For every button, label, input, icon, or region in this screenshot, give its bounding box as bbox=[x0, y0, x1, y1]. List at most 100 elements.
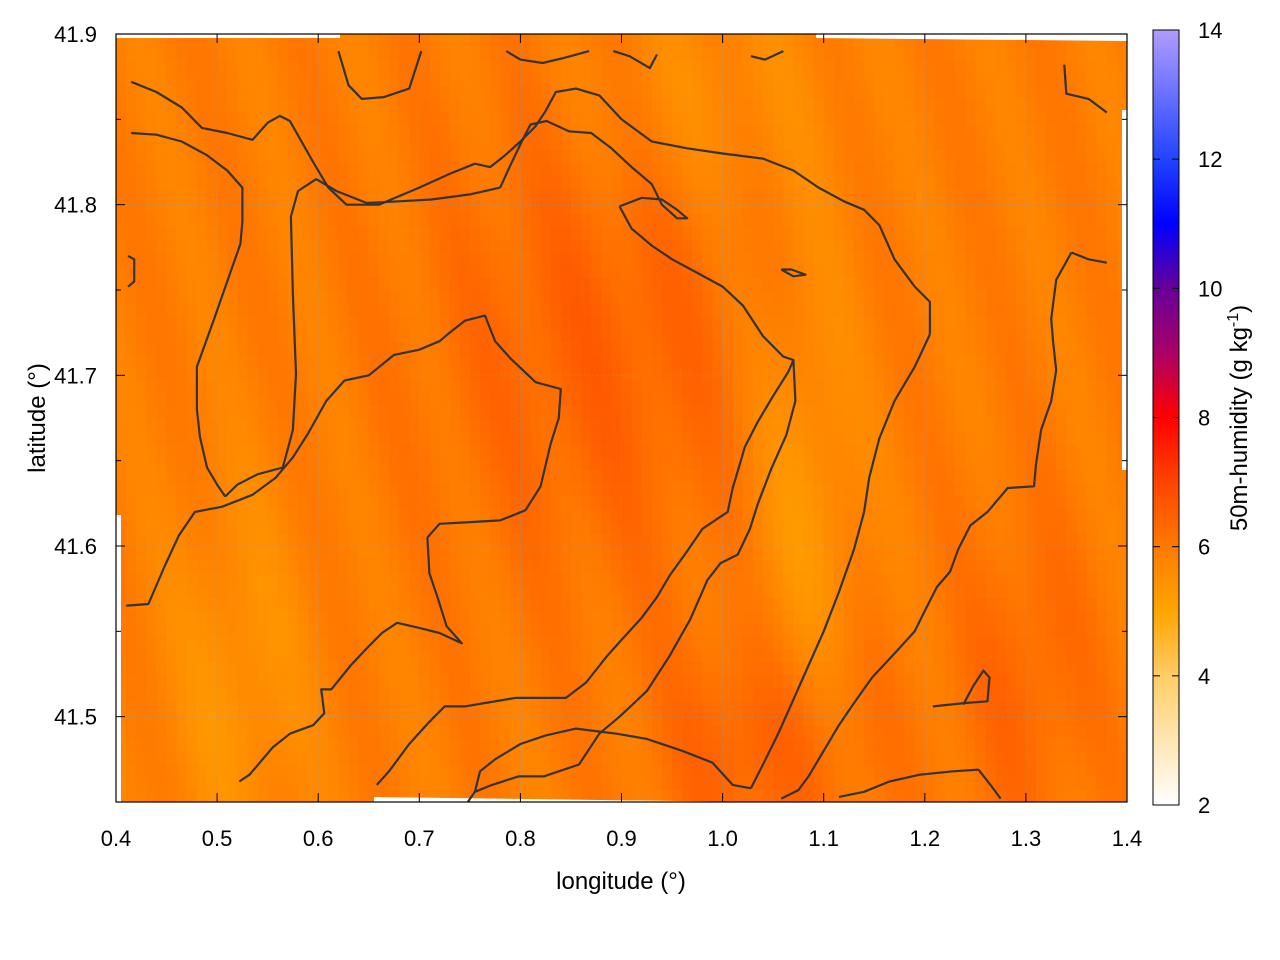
heatmap-cell bbox=[409, 699, 421, 714]
heatmap-cell bbox=[530, 290, 542, 304]
heatmap-cell bbox=[217, 392, 229, 406]
heatmap-cell bbox=[348, 610, 360, 624]
heatmap-cell bbox=[945, 85, 956, 99]
heatmap-cell bbox=[328, 46, 340, 61]
heatmap-cell bbox=[206, 264, 218, 278]
heatmap-cell bbox=[196, 610, 208, 624]
heatmap-cell bbox=[277, 98, 289, 112]
heatmap-cell bbox=[146, 174, 158, 189]
heatmap-cell bbox=[500, 482, 512, 496]
heatmap-cell bbox=[945, 482, 956, 496]
heatmap-cell bbox=[378, 162, 390, 176]
heatmap-cell bbox=[763, 418, 774, 432]
heatmap-cell bbox=[378, 610, 390, 624]
heatmap-cell bbox=[479, 98, 491, 112]
heatmap-cell bbox=[116, 597, 127, 611]
heatmap-cell bbox=[247, 571, 259, 586]
heatmap-cell bbox=[419, 648, 431, 662]
heatmap-cell bbox=[510, 302, 522, 317]
heatmap-cell bbox=[237, 494, 249, 509]
heatmap-cell bbox=[490, 34, 501, 48]
heatmap-cell bbox=[763, 622, 774, 637]
heatmap-cell bbox=[166, 482, 178, 496]
heatmap-cell bbox=[378, 546, 390, 560]
heatmap-cell bbox=[874, 725, 886, 739]
heatmap-cell bbox=[348, 443, 360, 458]
heatmap-cell bbox=[297, 763, 309, 778]
heatmap-cell bbox=[297, 546, 309, 560]
heatmap-cell bbox=[601, 226, 613, 240]
heatmap-cell bbox=[388, 571, 400, 586]
heatmap-cell bbox=[591, 520, 603, 534]
heatmap-cell bbox=[287, 213, 299, 227]
heatmap-cell bbox=[904, 674, 916, 688]
heatmap-cell bbox=[136, 123, 148, 138]
heatmap-cell bbox=[308, 750, 319, 765]
heatmap-cell bbox=[257, 520, 269, 534]
heatmap-cell bbox=[449, 546, 461, 560]
heatmap-cell bbox=[530, 776, 542, 790]
heatmap-cell bbox=[126, 648, 138, 662]
heatmap-cell bbox=[368, 162, 380, 176]
heatmap-cell bbox=[530, 750, 542, 765]
heatmap-cell bbox=[318, 366, 330, 381]
heatmap-cell bbox=[267, 290, 279, 304]
heatmap-cell bbox=[570, 354, 582, 368]
heatmap-cell bbox=[429, 635, 441, 650]
heatmap-cell bbox=[227, 430, 239, 445]
heatmap-cell bbox=[550, 456, 562, 470]
heatmap-cell bbox=[328, 520, 340, 534]
heatmap-cell bbox=[773, 251, 785, 266]
heatmap-cell bbox=[429, 725, 441, 739]
heatmap-cell bbox=[297, 85, 309, 99]
heatmap-cell bbox=[934, 418, 946, 432]
heatmap-cell bbox=[469, 72, 481, 86]
heatmap-cell bbox=[934, 379, 946, 394]
heatmap-cell bbox=[227, 507, 239, 522]
heatmap-cell bbox=[257, 789, 269, 802]
heatmap-cell bbox=[874, 507, 886, 522]
heatmap-cell bbox=[308, 162, 319, 176]
heatmap-cell bbox=[146, 699, 158, 714]
heatmap-cell bbox=[661, 405, 673, 419]
heatmap-cell bbox=[884, 110, 896, 125]
heatmap-cell bbox=[803, 546, 815, 560]
heatmap-cell bbox=[156, 110, 168, 125]
heatmap-cell bbox=[156, 277, 168, 291]
heatmap-cell bbox=[166, 418, 178, 432]
heatmap-cell bbox=[722, 136, 734, 150]
heatmap-cell bbox=[813, 456, 825, 470]
heatmap-cell bbox=[126, 456, 138, 470]
heatmap-cell bbox=[409, 354, 421, 368]
heatmap-cell bbox=[196, 712, 208, 726]
heatmap-cell bbox=[540, 610, 552, 624]
heatmap-cell bbox=[581, 648, 592, 662]
heatmap-cell bbox=[257, 264, 269, 278]
heatmap-cell bbox=[368, 251, 380, 266]
heatmap-cell bbox=[702, 290, 714, 304]
heatmap-cell bbox=[338, 123, 350, 138]
heatmap-cell bbox=[520, 571, 532, 586]
heatmap-cell bbox=[237, 123, 249, 138]
heatmap-cell bbox=[621, 379, 633, 394]
heatmap-cell bbox=[146, 763, 158, 778]
heatmap-cell bbox=[570, 648, 582, 662]
heatmap-cell bbox=[469, 674, 481, 688]
heatmap-cell bbox=[439, 277, 451, 291]
heatmap-cell bbox=[237, 558, 249, 573]
heatmap-cell bbox=[945, 34, 956, 48]
heatmap-cell bbox=[449, 136, 461, 150]
heatmap-cell bbox=[742, 251, 754, 266]
heatmap-cell bbox=[894, 123, 906, 138]
heatmap-cell bbox=[611, 789, 623, 802]
heatmap-cell bbox=[136, 72, 148, 86]
heatmap-cell bbox=[126, 59, 138, 74]
heatmap-cell bbox=[449, 520, 461, 534]
heatmap-cell bbox=[823, 418, 835, 432]
heatmap-cell bbox=[368, 366, 380, 381]
heatmap-cell bbox=[388, 174, 400, 189]
heatmap-cell bbox=[773, 162, 785, 176]
heatmap-cell bbox=[570, 277, 582, 291]
heatmap-cell bbox=[924, 162, 936, 176]
heatmap-cell bbox=[419, 85, 431, 99]
